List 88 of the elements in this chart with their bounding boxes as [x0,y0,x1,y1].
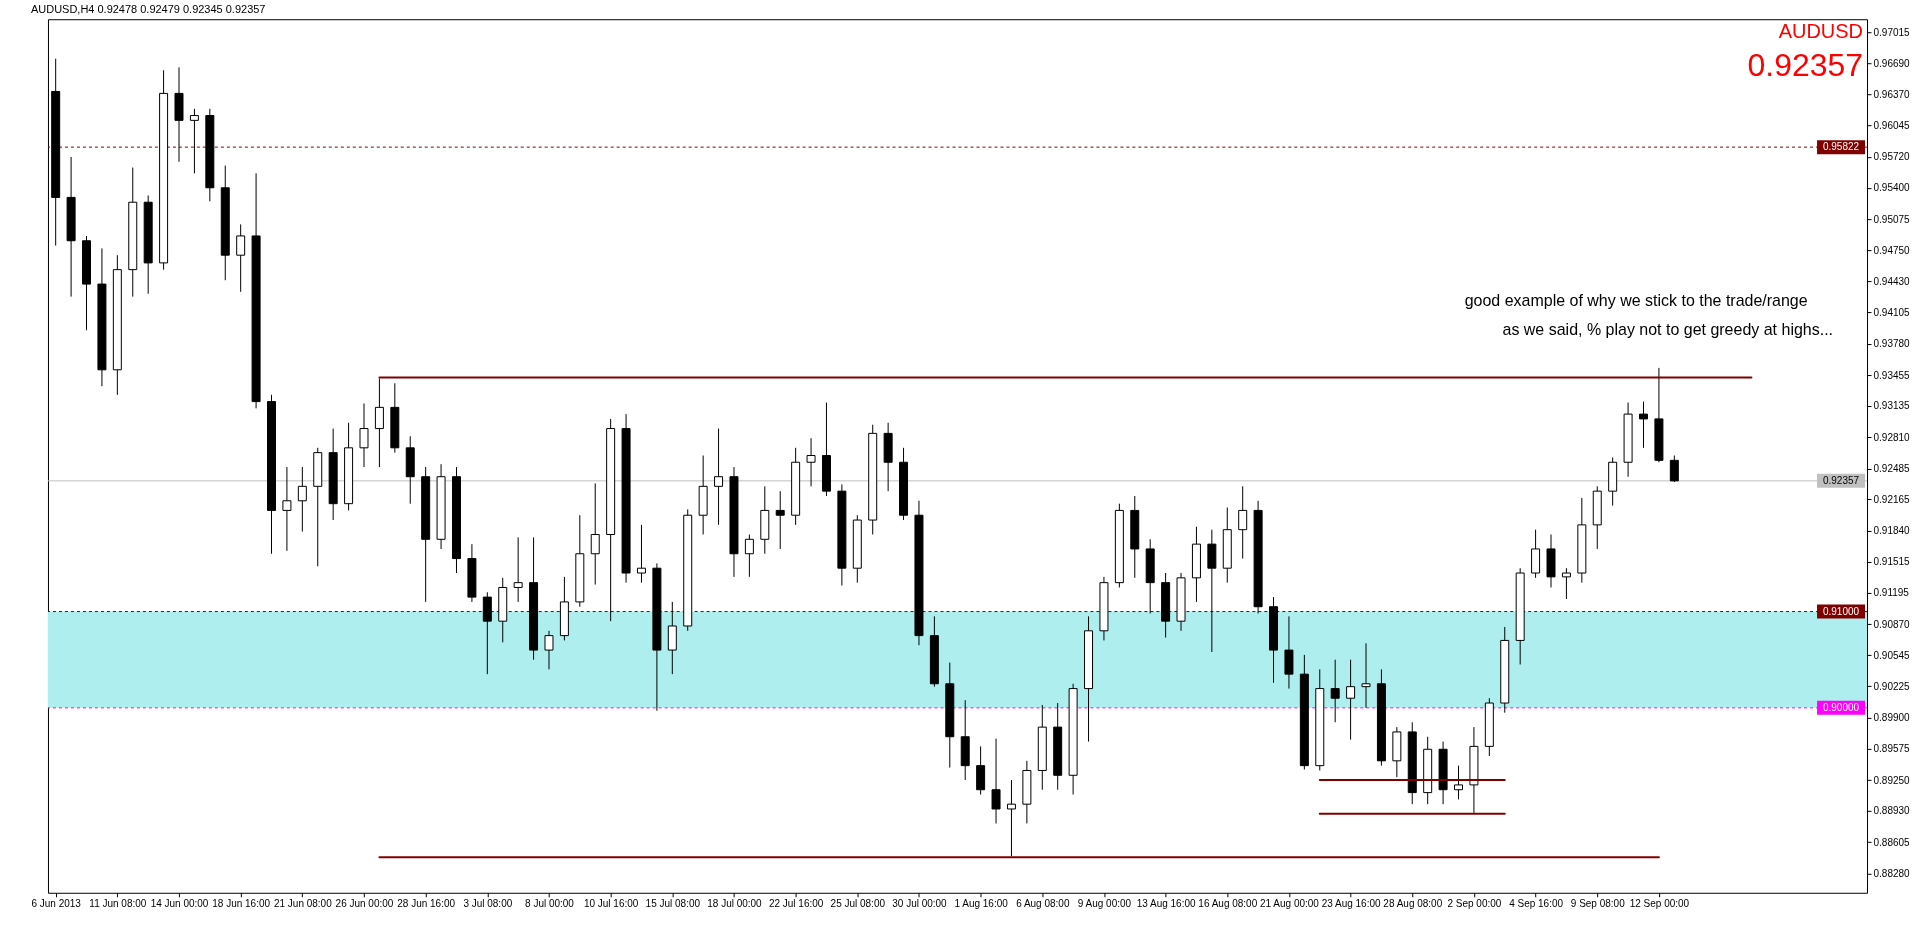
ref-line-label: 0.92357 [1822,474,1860,486]
x-tick-label: 14 Jun 00:00 [150,898,209,910]
annotation: 0.92357 [1747,47,1864,84]
x-tick-label: 6 Aug 08:00 [1016,898,1070,910]
candlestick [236,223,246,293]
x-tick-label: 26 Jun 00:00 [335,898,394,910]
y-tick-label: 0.95720 [1873,151,1911,163]
candlestick [775,490,785,550]
x-tick-label: 13 Aug 16:00 [1136,898,1196,910]
y-tick-label: 0.93455 [1873,369,1911,381]
x-tick-label: 23 Aug 16:00 [1321,898,1381,910]
candlestick [1639,401,1648,449]
y-tick-label: 0.96370 [1873,88,1911,100]
y-tick-label: 0.96690 [1873,58,1911,70]
candlestick [1561,567,1571,600]
x-tick-label: 22 Jul 16:00 [768,898,824,910]
candlestick [1238,485,1248,560]
candlestick [374,377,384,468]
x-tick-label: 11 Jun 08:00 [89,898,147,910]
y-tick-label: 0.93135 [1873,400,1911,412]
y-tick-label: 0.91515 [1873,556,1911,568]
candlestick [806,437,816,487]
y-tick-label: 0.88930 [1873,805,1911,817]
candlestick [1330,659,1340,723]
y-tick-label: 0.95075 [1873,213,1911,225]
x-tick-label: 4 Sep 16:00 [1509,898,1564,910]
candlestick [590,482,600,586]
candlestick [714,428,724,526]
annotation: as we said, % play not to get greedy at highs... [1502,321,1834,339]
chart-title: AUDUSD,H4 0.92478 0.92479 0.92345 0.92357 [30,3,266,16]
x-tick-label: 3 Jul 08:00 [463,898,513,910]
x-tick-label: 30 Jul 00:00 [892,898,948,910]
candlestick [189,108,199,174]
candlestick [513,536,523,603]
y-tick-label: 0.92485 [1873,463,1911,475]
y-tick-label: 0.88605 [1873,836,1911,848]
y-tick-label: 0.90870 [1873,618,1911,630]
x-tick-label: 8 Jul 00:00 [525,898,575,910]
y-tick-label: 0.89575 [1873,743,1911,755]
x-tick-label: 28 Aug 08:00 [1383,898,1443,910]
x-tick-label: 21 Aug 00:00 [1260,898,1320,910]
x-tick-label: 2 Sep 00:00 [1447,898,1502,910]
y-tick-label: 0.94750 [1873,244,1911,256]
y-tick-label: 0.91840 [1873,525,1911,537]
y-tick-label: 0.97015 [1873,26,1911,38]
y-tick-label: 0.95400 [1873,182,1911,194]
candlestick [297,466,307,533]
x-tick-label: 9 Aug 00:00 [1077,898,1132,910]
candlestick [1454,765,1464,800]
y-tick-label: 0.96045 [1873,120,1911,132]
annotation: good example of why we stick to the trade/range [1464,292,1808,310]
y-tick-label: 0.90545 [1873,649,1911,661]
x-tick-label: 25 Jul 08:00 [830,898,886,910]
ref-line-label: 0.90000 [1822,701,1860,713]
candlestick [544,630,554,670]
x-tick-label: 9 Sep 08:00 [1570,898,1626,910]
y-tick-label: 0.91195 [1873,587,1910,599]
ref-line-label: 0.95822 [1822,141,1860,153]
y-tick-label: 0.94105 [1873,306,1911,318]
x-tick-label: 1 Aug 16:00 [954,898,1009,910]
candlestick [744,533,754,578]
x-tick-label: 18 Jul 00:00 [707,898,763,910]
annotation: AUDUSD [1778,20,1864,43]
candlestick [282,466,292,552]
y-tick-label: 0.88280 [1873,868,1911,880]
candlestick [1006,779,1016,857]
candlestick [1346,659,1356,741]
candlestick [991,738,1001,824]
y-tick-label: 0.92165 [1873,493,1911,505]
ref-line-label: 0.91000 [1822,605,1860,617]
y-tick-label: 0.90225 [1873,680,1911,692]
x-tick-label: 18 Jun 16:00 [212,898,271,910]
x-tick-label: 6 Jun 2013 [31,898,82,910]
y-tick-label: 0.89250 [1873,774,1911,786]
x-tick-label: 28 Jun 16:00 [397,898,456,910]
x-tick-label: 21 Jun 08:00 [273,898,333,910]
x-tick-label: 10 Jul 16:00 [583,898,639,910]
candlestick [1669,455,1679,483]
y-tick-label: 0.92810 [1873,431,1911,443]
y-tick-label: 0.89900 [1873,711,1911,723]
candlestick [359,403,369,468]
x-tick-label: 16 Aug 08:00 [1198,898,1258,910]
y-tick-label: 0.94430 [1873,275,1911,287]
candlestick [636,524,646,584]
x-tick-label: 12 Sep 00:00 [1629,898,1690,910]
x-tick-label: 15 Jul 08:00 [645,898,701,910]
y-tick-label: 0.93780 [1873,338,1911,350]
candlestick [1361,642,1371,709]
